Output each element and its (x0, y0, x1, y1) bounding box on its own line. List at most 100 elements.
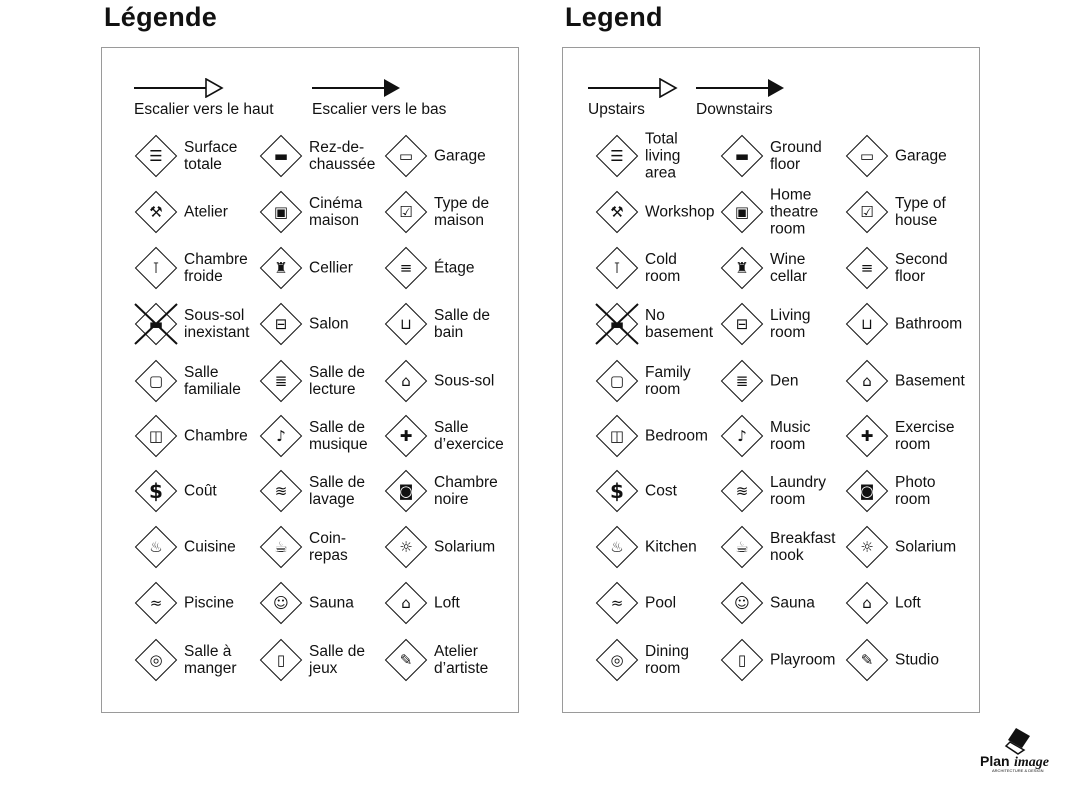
house-type-icon: ☑ (399, 203, 413, 221)
second-floor-icon: ≡ (860, 259, 874, 277)
legend-label: Étage (434, 259, 475, 277)
legend-label: Garage (434, 147, 486, 165)
music-note-icon: ♪ (737, 427, 747, 445)
loft-icon: ⌂ (862, 594, 872, 612)
pool-icon: ≈ (149, 594, 163, 612)
legend-label: Bathroom (895, 315, 963, 333)
cross-out-icon (595, 303, 639, 345)
legend-item: ♜ Wine cellar (720, 240, 867, 296)
legend-item: ⊺ Chambre froide (134, 240, 281, 296)
loft-icon: ⌂ (401, 594, 411, 612)
sauna-icon: ☺ (734, 594, 750, 612)
legend-label: Pool (645, 594, 677, 612)
svg-text:Plan: Plan (980, 753, 1010, 769)
legend-item: ◎ Salle à manger (134, 632, 281, 688)
legend-label: Sous-sol inexistant (184, 307, 250, 341)
legend-item: ✎ Atelier d’artiste (384, 632, 531, 688)
legend-item: ⊟ Salon (259, 296, 406, 352)
sun-icon: ☼ (399, 538, 413, 556)
ground-floor-icon: ▬ (734, 147, 750, 165)
wine-icon: ♜ (274, 259, 288, 277)
legend-item: ▬No basement (595, 296, 742, 352)
legend-item: ☕ Coin- repas (259, 519, 406, 575)
tv-icon: ▢ (609, 372, 625, 390)
bed-icon: ◫ (148, 427, 164, 445)
legend-label: Type de maison (434, 195, 490, 229)
stairs-up-arrow-icon (588, 78, 678, 98)
legend-label: Home theatre room (770, 186, 819, 238)
dollar-icon: $ (149, 479, 163, 503)
legend-item: ✎ Studio (845, 632, 992, 688)
pool-icon: ≈ (610, 594, 624, 612)
legend-label: Cold room (645, 251, 681, 285)
legend-item: ▢ Family room (595, 353, 742, 409)
legend-label: Basement (895, 372, 965, 390)
legend-label: Salle de lecture (309, 364, 366, 398)
legend-item: $ Cost (595, 463, 742, 519)
legend-item: ⌂ Basement (845, 353, 992, 409)
laundry-icon: ≋ (274, 482, 288, 500)
legend-label: Den (770, 372, 799, 390)
cross-out-icon (134, 303, 178, 345)
palette-icon: ✎ (399, 651, 413, 669)
legend-item: ☑ Type de maison (384, 184, 531, 240)
thermometer-icon: ⊺ (613, 259, 621, 277)
camera-icon: ◙ (398, 482, 414, 500)
wine-icon: ♜ (735, 259, 749, 277)
legend-label: Solarium (434, 538, 496, 556)
legend-label: Ground floor (770, 139, 822, 173)
legend-item: ≣ Salle de lecture (259, 353, 406, 409)
legend-label: Dining room (645, 643, 689, 677)
legend-label: Salle à manger (184, 643, 237, 677)
second-floor-icon: ≡ (399, 259, 413, 277)
legend-item: ☼ Solarium (845, 519, 992, 575)
legend-item: ✚ Exercise room (845, 408, 992, 464)
legend-item: ⊔ Salle de bain (384, 296, 531, 352)
legend-label: Cinéma maison (309, 195, 363, 229)
legend-label: Piscine (184, 594, 234, 612)
legend-label: No basement (645, 307, 714, 341)
stairs-up-arrow-icon (134, 78, 224, 98)
hammer-icon: ⚒ (610, 203, 624, 221)
legend-label: Coût (184, 482, 217, 500)
legend-item: ☼ Solarium (384, 519, 531, 575)
legend-label: Music room (770, 419, 811, 453)
house-type-icon: ☑ (860, 203, 874, 221)
legend-item: ≈ Piscine (134, 575, 281, 631)
dollar-icon: $ (610, 479, 624, 503)
legend-item: ≋ Laundry room (720, 463, 867, 519)
plate-icon: ◎ (610, 651, 624, 669)
pot-icon: ♨ (610, 538, 624, 556)
legend-item: ▣ Home theatre room (720, 184, 867, 240)
french-title: Légende (104, 2, 218, 32)
camera-icon: ◙ (859, 482, 875, 500)
legend-label: Chambre noire (434, 474, 498, 508)
home-theatre-icon: ▣ (734, 203, 750, 221)
legend-label: Cuisine (184, 538, 236, 556)
legend-label: Workshop (645, 203, 715, 221)
stairs-down-arrow-icon (696, 79, 784, 97)
legend-label: Breakfast nook (770, 530, 836, 564)
legend-label: Cellier (309, 259, 353, 277)
legend-item: ≣ Den (720, 353, 867, 409)
total-area-icon: ☰ (149, 147, 163, 165)
svg-text:ARCHITECTURE & DESIGN: ARCHITECTURE & DESIGN (992, 768, 1044, 773)
legend-item: ♨ Kitchen (595, 519, 742, 575)
legend-item: ♨ Cuisine (134, 519, 281, 575)
legend-label: Sauna (309, 594, 354, 612)
legend-label: Chambre (184, 427, 248, 445)
weightlifter-icon: ✚ (860, 427, 874, 445)
door-icon: ▯ (276, 651, 286, 669)
ground-floor-icon: ▬ (273, 147, 289, 165)
legend-label: Loft (895, 594, 921, 612)
legend-item: ⚒ Atelier (134, 184, 281, 240)
legend-label: Sous-sol (434, 372, 495, 390)
french-legend-panel: Escalier vers le haut Escalier vers le b… (101, 47, 519, 713)
legend-label: Playroom (770, 651, 836, 669)
legend-item: ♜ Cellier (259, 240, 406, 296)
legend-label: Solarium (895, 538, 957, 556)
legend-item: ▬Sous-sol inexistant (134, 296, 281, 352)
legend-item: ▭ Garage (845, 128, 992, 184)
legend-label: Studio (895, 651, 939, 669)
legend-item: ⊺ Cold room (595, 240, 742, 296)
